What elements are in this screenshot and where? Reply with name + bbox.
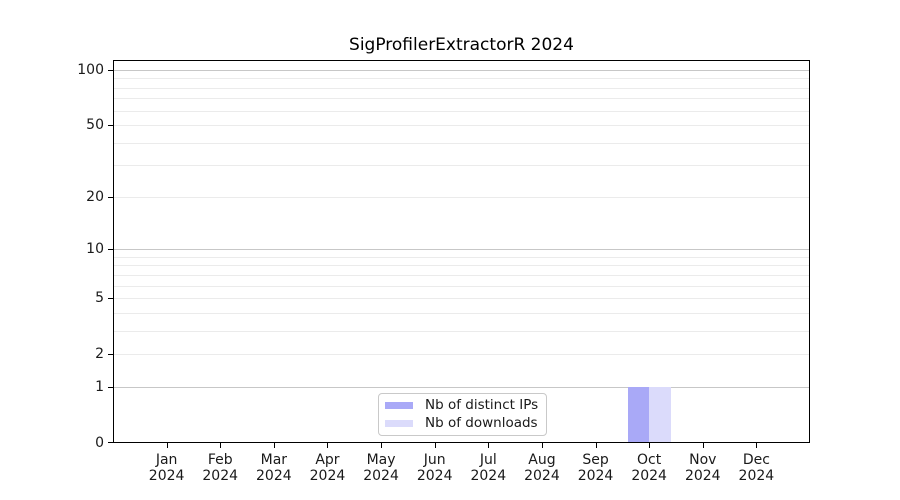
x-tick-month: Jun	[423, 452, 446, 468]
y-gridline-minor	[113, 274, 810, 276]
x-tick	[220, 443, 222, 448]
y-gridline-minor	[113, 98, 810, 100]
x-tick	[381, 443, 383, 448]
y-tick	[108, 386, 113, 388]
x-tick-label: Oct 2024	[619, 452, 679, 484]
y-tick	[108, 249, 113, 251]
x-tick-month: Sep	[582, 452, 609, 468]
y-gridline-minor	[113, 142, 810, 144]
x-tick-label: Nov 2024	[673, 452, 733, 484]
x-tick-month: Nov	[689, 452, 717, 468]
y-gridline-minor	[113, 312, 810, 314]
y-tick-label: 2	[95, 346, 104, 363]
legend-item-distinct-ips: Nb of distinct IPs	[385, 397, 541, 414]
x-tick	[273, 443, 275, 448]
x-tick-year: 2024	[631, 468, 667, 484]
x-tick-year: 2024	[416, 468, 453, 484]
x-tick	[595, 443, 597, 448]
x-tick	[756, 443, 758, 448]
x-tick-year: 2024	[363, 468, 399, 484]
x-tick	[488, 443, 490, 448]
y-gridline-minor	[113, 165, 810, 167]
x-tick-year: 2024	[738, 468, 775, 484]
y-tick	[108, 354, 113, 356]
x-tick-label: Jul 2024	[458, 452, 518, 484]
y-gridline-minor	[113, 125, 810, 127]
y-tick	[108, 298, 113, 300]
x-tick	[702, 443, 704, 448]
x-tick-label: May 2024	[351, 452, 411, 484]
bar-nb-of-downloads	[649, 386, 671, 443]
x-tick-month: Jul	[479, 452, 497, 468]
y-gridline-minor	[113, 285, 810, 287]
chart-title: SigProfilerExtractorR 2024	[349, 35, 574, 55]
x-tick-label: Sep 2024	[566, 452, 626, 484]
x-tick-month: Mar	[260, 452, 288, 468]
x-tick-label: Dec 2024	[726, 452, 786, 484]
x-tick-label: Feb 2024	[190, 452, 250, 484]
y-tick-label: 50	[86, 117, 104, 134]
y-tick	[108, 442, 113, 443]
y-gridline-minor	[113, 265, 810, 267]
legend-label-downloads: Nb of downloads	[425, 414, 538, 431]
x-tick-label: Jan 2024	[137, 452, 197, 484]
y-gridline-major	[113, 70, 810, 71]
x-tick-year: 2024	[684, 468, 721, 484]
y-gridline-minor	[113, 354, 810, 356]
legend-swatch-distinct-ips	[385, 402, 413, 410]
x-tick-year: 2024	[148, 468, 185, 484]
y-tick	[108, 125, 113, 127]
y-tick	[108, 70, 113, 71]
x-tick-label: Jun 2024	[405, 452, 465, 484]
x-tick	[166, 443, 168, 448]
y-tick-label: 1	[95, 378, 104, 395]
x-tick-year: 2024	[256, 468, 292, 484]
y-gridline-minor	[113, 330, 810, 332]
legend-item-downloads: Nb of downloads	[385, 415, 541, 432]
y-gridline-major	[113, 386, 810, 388]
x-tick-month: Apr	[315, 452, 340, 468]
legend-label-distinct-ips: Nb of distinct IPs	[425, 397, 539, 414]
x-tick-year: 2024	[309, 468, 346, 484]
x-tick-month: Jan	[155, 452, 178, 468]
x-tick-year: 2024	[202, 468, 239, 484]
y-gridline-minor	[113, 78, 810, 80]
x-tick-month: Aug	[528, 452, 556, 468]
y-gridline-minor	[113, 87, 810, 89]
y-tick-label: 5	[95, 290, 104, 307]
x-tick-year: 2024	[524, 468, 560, 484]
legend: Nb of distinct IPs Nb of downloads	[378, 393, 547, 436]
x-tick	[541, 443, 543, 448]
x-tick-label: Apr 2024	[297, 452, 357, 484]
y-gridline-minor	[113, 298, 810, 300]
bar-nb-of-distinct-ips	[627, 386, 650, 443]
y-tick	[108, 196, 113, 198]
x-tick-month: Dec	[742, 452, 770, 468]
x-tick-year: 2024	[470, 468, 507, 484]
x-tick-month: Oct	[637, 452, 662, 468]
y-tick-label: 20	[86, 188, 104, 205]
plot-border	[113, 60, 810, 443]
x-tick-label: Mar 2024	[244, 452, 304, 484]
y-tick-label: 0	[95, 435, 104, 451]
y-gridline-minor	[113, 110, 810, 112]
y-gridline-minor	[113, 196, 810, 198]
x-tick	[434, 443, 436, 448]
x-tick	[327, 443, 329, 448]
x-tick-label: Aug 2024	[512, 452, 572, 484]
y-tick-label: 100	[77, 62, 104, 78]
x-tick	[649, 443, 651, 448]
x-tick-month: Feb	[207, 452, 233, 468]
x-tick-year: 2024	[577, 468, 614, 484]
legend-swatch-downloads	[385, 419, 413, 427]
y-tick-label: 10	[86, 241, 104, 258]
y-gridline-minor	[113, 256, 810, 258]
x-tick-month: May	[366, 452, 396, 468]
y-gridline-major	[113, 249, 810, 251]
